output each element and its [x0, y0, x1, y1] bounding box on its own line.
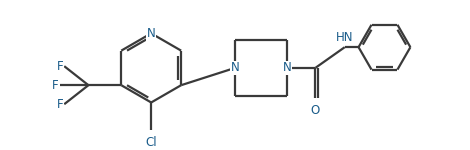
Text: F: F [56, 98, 63, 111]
Text: O: O [311, 104, 320, 117]
Text: Cl: Cl [145, 136, 157, 149]
Text: N: N [282, 61, 291, 74]
Text: N: N [147, 27, 156, 40]
Text: F: F [56, 60, 63, 73]
Text: F: F [52, 79, 59, 92]
Text: HN: HN [336, 31, 353, 44]
Text: N: N [231, 61, 239, 74]
